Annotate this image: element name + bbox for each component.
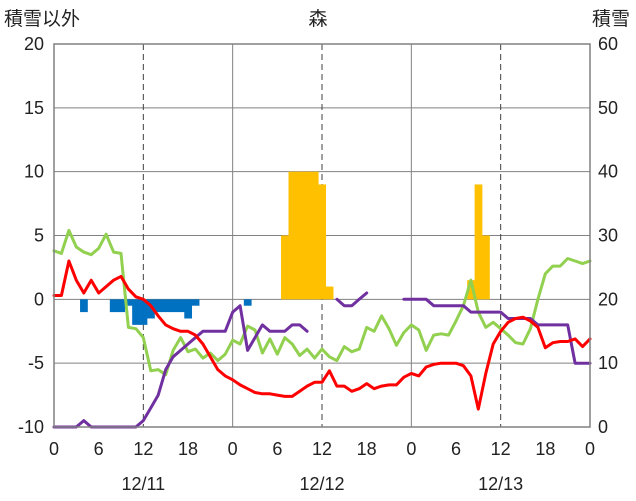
- precipitation-bar: [295, 171, 304, 300]
- negative-bar: [132, 299, 140, 325]
- negative-bar: [147, 299, 155, 319]
- x-tick-label: 0: [228, 439, 238, 459]
- precipitation-bars: [281, 171, 490, 300]
- snow-depth-line-day3: [402, 297, 592, 365]
- date-labels: 12/11 12/12 12/13: [121, 474, 523, 494]
- right-tick-label: 20: [598, 289, 618, 309]
- right-axis-label: 積雪: [592, 8, 630, 30]
- left-axis-ticks: 20 15 10 5 0 -5 -10: [18, 34, 44, 437]
- precipitation-bar: [325, 286, 334, 300]
- precipitation-bar: [318, 184, 327, 300]
- temperature-line: [52, 259, 592, 411]
- x-tick-label: 18: [178, 439, 198, 459]
- negative-bar: [139, 299, 148, 325]
- negative-bar: [124, 299, 133, 306]
- right-axis-ticks: 60 50 40 30 20 10 0: [598, 34, 618, 437]
- precipitation-bar: [288, 171, 297, 300]
- x-tick-label: 12: [133, 439, 153, 459]
- precipitation-bar: [474, 184, 483, 300]
- precipitation-bar: [281, 235, 289, 300]
- precipitation-bar: [303, 171, 312, 300]
- chart-title: 森: [308, 8, 327, 30]
- negative-bar: [109, 299, 118, 313]
- left-tick-label: -10: [18, 417, 44, 437]
- left-tick-label: 15: [24, 98, 44, 118]
- x-tick-label: 12: [491, 439, 511, 459]
- date-label: 12/13: [478, 474, 523, 494]
- x-tick-label: 6: [94, 439, 104, 459]
- negative-bar: [176, 299, 185, 313]
- x-axis-ticks: 0 6 12 18 0 6 12 18 0 6 12 18 0: [49, 439, 595, 459]
- right-tick-label: 10: [598, 353, 618, 373]
- left-tick-label: 10: [24, 162, 44, 182]
- plot-frame: [53, 43, 591, 428]
- x-tick-label: 6: [272, 439, 282, 459]
- left-tick-label: -5: [28, 353, 44, 373]
- snow-depth-line: [52, 291, 369, 429]
- negative-bar: [191, 299, 200, 306]
- negative-bars: [80, 299, 252, 325]
- negative-bar: [169, 299, 178, 313]
- left-tick-label: 0: [34, 289, 44, 309]
- x-tick-label: 18: [357, 439, 377, 459]
- negative-bar: [161, 299, 170, 313]
- x-tick-label: 0: [49, 439, 59, 459]
- x-tick-label: 12: [312, 439, 332, 459]
- right-tick-label: 50: [598, 98, 618, 118]
- left-axis-label: 積雪以外: [4, 8, 80, 30]
- sunshine-line: [52, 228, 592, 377]
- negative-bar: [243, 299, 252, 306]
- x-tick-label: 6: [451, 439, 461, 459]
- negative-bar: [184, 299, 193, 319]
- date-label: 12/11: [121, 474, 165, 494]
- x-tick-label: 0: [585, 439, 595, 459]
- left-tick-label: 20: [24, 34, 44, 54]
- negative-bar: [154, 299, 163, 313]
- right-tick-label: 30: [598, 226, 618, 246]
- date-label: 12/12: [299, 474, 344, 494]
- right-tick-label: 60: [598, 34, 618, 54]
- precipitation-bar: [467, 280, 475, 300]
- precipitation-bar: [482, 235, 490, 300]
- left-tick-label: 5: [34, 226, 44, 246]
- x-tick-label: 18: [535, 439, 555, 459]
- negative-bar: [80, 299, 88, 313]
- precipitation-bar: [310, 171, 319, 300]
- right-tick-label: 0: [598, 417, 608, 437]
- right-tick-label: 40: [598, 162, 618, 182]
- negative-bar: [117, 299, 126, 313]
- x-tick-label: 0: [406, 439, 416, 459]
